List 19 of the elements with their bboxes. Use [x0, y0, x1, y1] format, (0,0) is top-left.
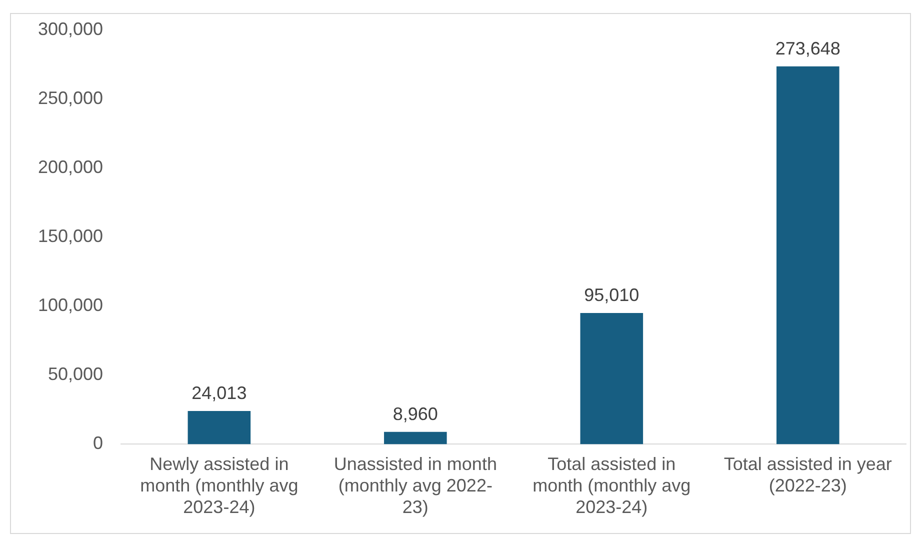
x-tick-label: Total assisted in month (monthly avg 2023-24)	[532, 454, 691, 518]
bar	[384, 432, 447, 444]
data-label: 273,648	[775, 38, 840, 58]
data-label: 24,013	[192, 383, 247, 404]
x-tick-label: Newly assisted in month (monthly avg 2023-24)	[140, 454, 298, 518]
x-tick-label: Total assisted in year (2022-23)	[724, 454, 892, 496]
y-tick-label: 150,000	[38, 226, 104, 246]
data-label: 95,010	[584, 284, 640, 305]
data-label: 8,960	[392, 404, 438, 424]
bar	[776, 66, 840, 444]
x-tick-label: Unassisted in month (monthly avg 2022-23)	[334, 454, 497, 518]
y-tick-label: 0	[93, 433, 104, 454]
y-tick-label: 300,000	[38, 18, 104, 39]
bar	[188, 411, 251, 444]
y-tick-label: 100,000	[38, 295, 104, 316]
bar	[580, 313, 644, 444]
y-tick-label: 200,000	[38, 157, 104, 178]
y-tick-label: 250,000	[38, 88, 104, 108]
y-tick-label: 50,000	[48, 364, 104, 384]
